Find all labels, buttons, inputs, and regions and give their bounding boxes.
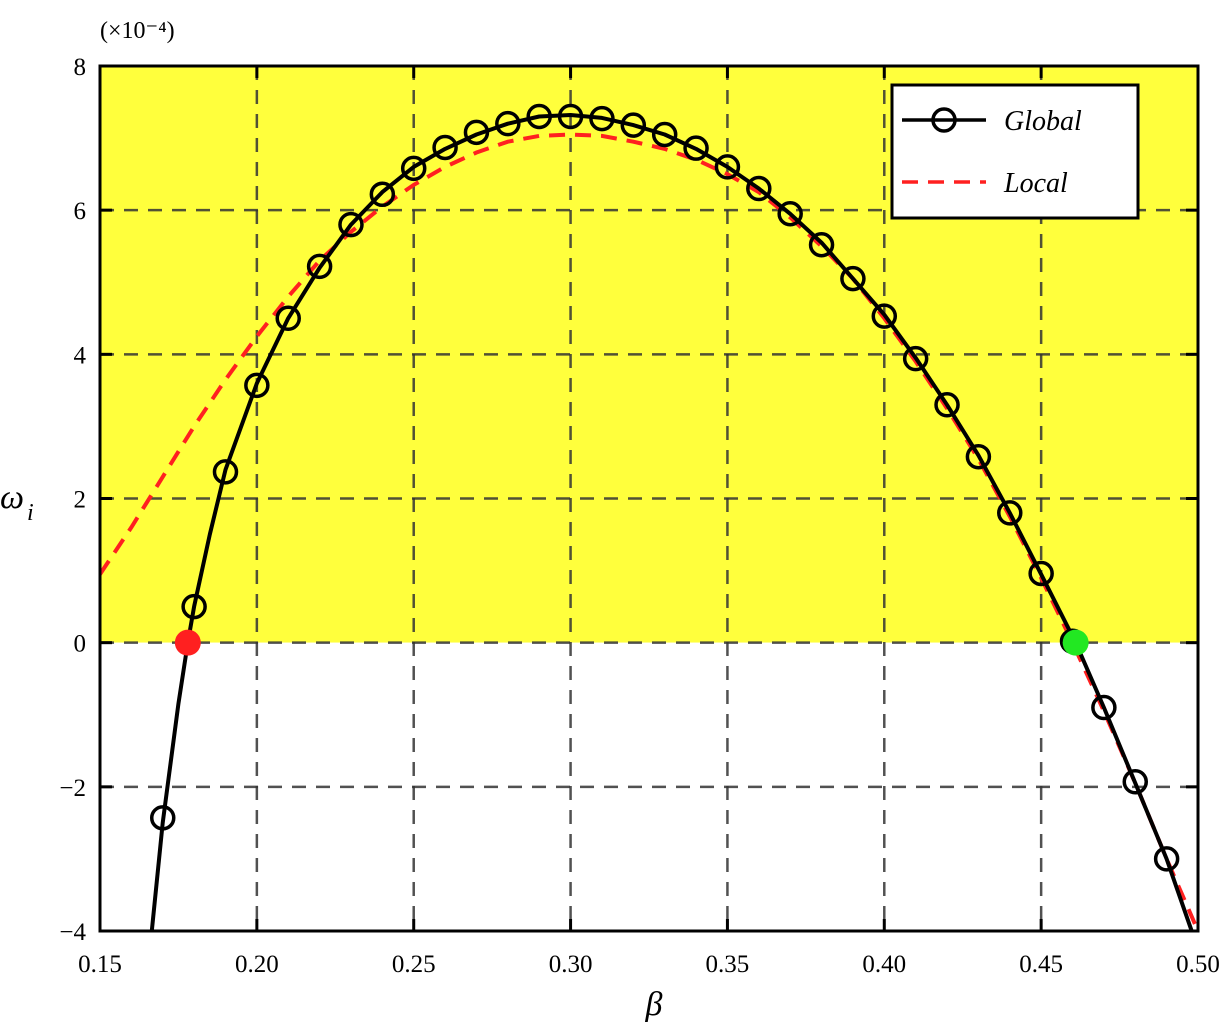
y-tick-labels: −4 −2 0 2 4 6 8 [59, 54, 86, 946]
legend: Global Local [890, 83, 1140, 220]
global-marker [651, 121, 678, 148]
x-axis-label: β [645, 986, 663, 1023]
global-marker [934, 392, 960, 418]
x-tick-label: 0.35 [706, 951, 750, 978]
global-marker [746, 175, 772, 202]
x-tick-label: 0.15 [78, 951, 122, 978]
legend-global-label: Global [1004, 106, 1082, 137]
global-marker [495, 110, 521, 137]
global-marker [620, 112, 647, 138]
neutral-point-left [174, 629, 201, 656]
x-tick-labels: 0.15 0.20 0.25 0.30 0.35 0.40 0.45 0.50 [78, 951, 1220, 978]
global-marker [275, 305, 301, 332]
global-marker [557, 103, 584, 130]
y-tick-label: 8 [74, 54, 87, 81]
global-marker [149, 805, 176, 831]
x-tick-label: 0.30 [549, 951, 593, 978]
global-marker [965, 443, 992, 470]
global-marker [463, 119, 490, 146]
y-tick-label: 2 [74, 487, 87, 514]
exponent-label: (×10⁻⁴) [100, 18, 175, 44]
global-marker [526, 103, 552, 130]
y-tick-label: 4 [74, 342, 87, 369]
global-marker [808, 232, 835, 258]
global-marker [212, 459, 239, 485]
global-marker [1028, 560, 1054, 587]
global-marker [1091, 694, 1117, 721]
global-marker [432, 134, 458, 161]
stable-region-fill [100, 642, 1198, 931]
x-tick-label: 0.45 [1019, 951, 1063, 978]
axis-ticks [98, 64, 1200, 933]
highlight-points [174, 629, 1089, 656]
legend-global-marker [931, 107, 957, 133]
x-tick-label: 0.25 [392, 951, 436, 978]
local-series-line [100, 132, 1198, 931]
markers-layer [149, 103, 1180, 872]
global-marker [1153, 846, 1180, 872]
global-marker [400, 155, 427, 182]
y-axis-label-subscript: i [27, 500, 34, 526]
y-tick-label: 0 [74, 631, 87, 658]
global-marker [840, 265, 866, 292]
global-marker [683, 135, 709, 161]
global-marker [244, 372, 270, 399]
x-tick-label: 0.50 [1176, 951, 1220, 978]
global-marker [902, 345, 929, 372]
global-marker [997, 500, 1023, 526]
global-marker [777, 201, 803, 227]
y-tick-label: 6 [74, 198, 87, 225]
global-marker [369, 181, 396, 208]
global-marker [871, 303, 898, 329]
global-marker [714, 154, 741, 180]
global-marker [338, 211, 364, 238]
legend-local-label: Local [1003, 168, 1068, 199]
global-marker [589, 105, 615, 132]
y-tick-label: −2 [59, 775, 86, 802]
x-tick-label: 0.20 [235, 951, 279, 978]
global-marker [306, 253, 333, 280]
y-axis-label-main: ω [0, 479, 24, 516]
global-marker [181, 593, 207, 620]
global-marker [1122, 769, 1149, 795]
legend-box [890, 83, 1140, 220]
y-tick-label: −4 [59, 919, 86, 946]
neutral-point-right [1062, 629, 1089, 656]
x-tick-label: 0.40 [862, 951, 906, 978]
